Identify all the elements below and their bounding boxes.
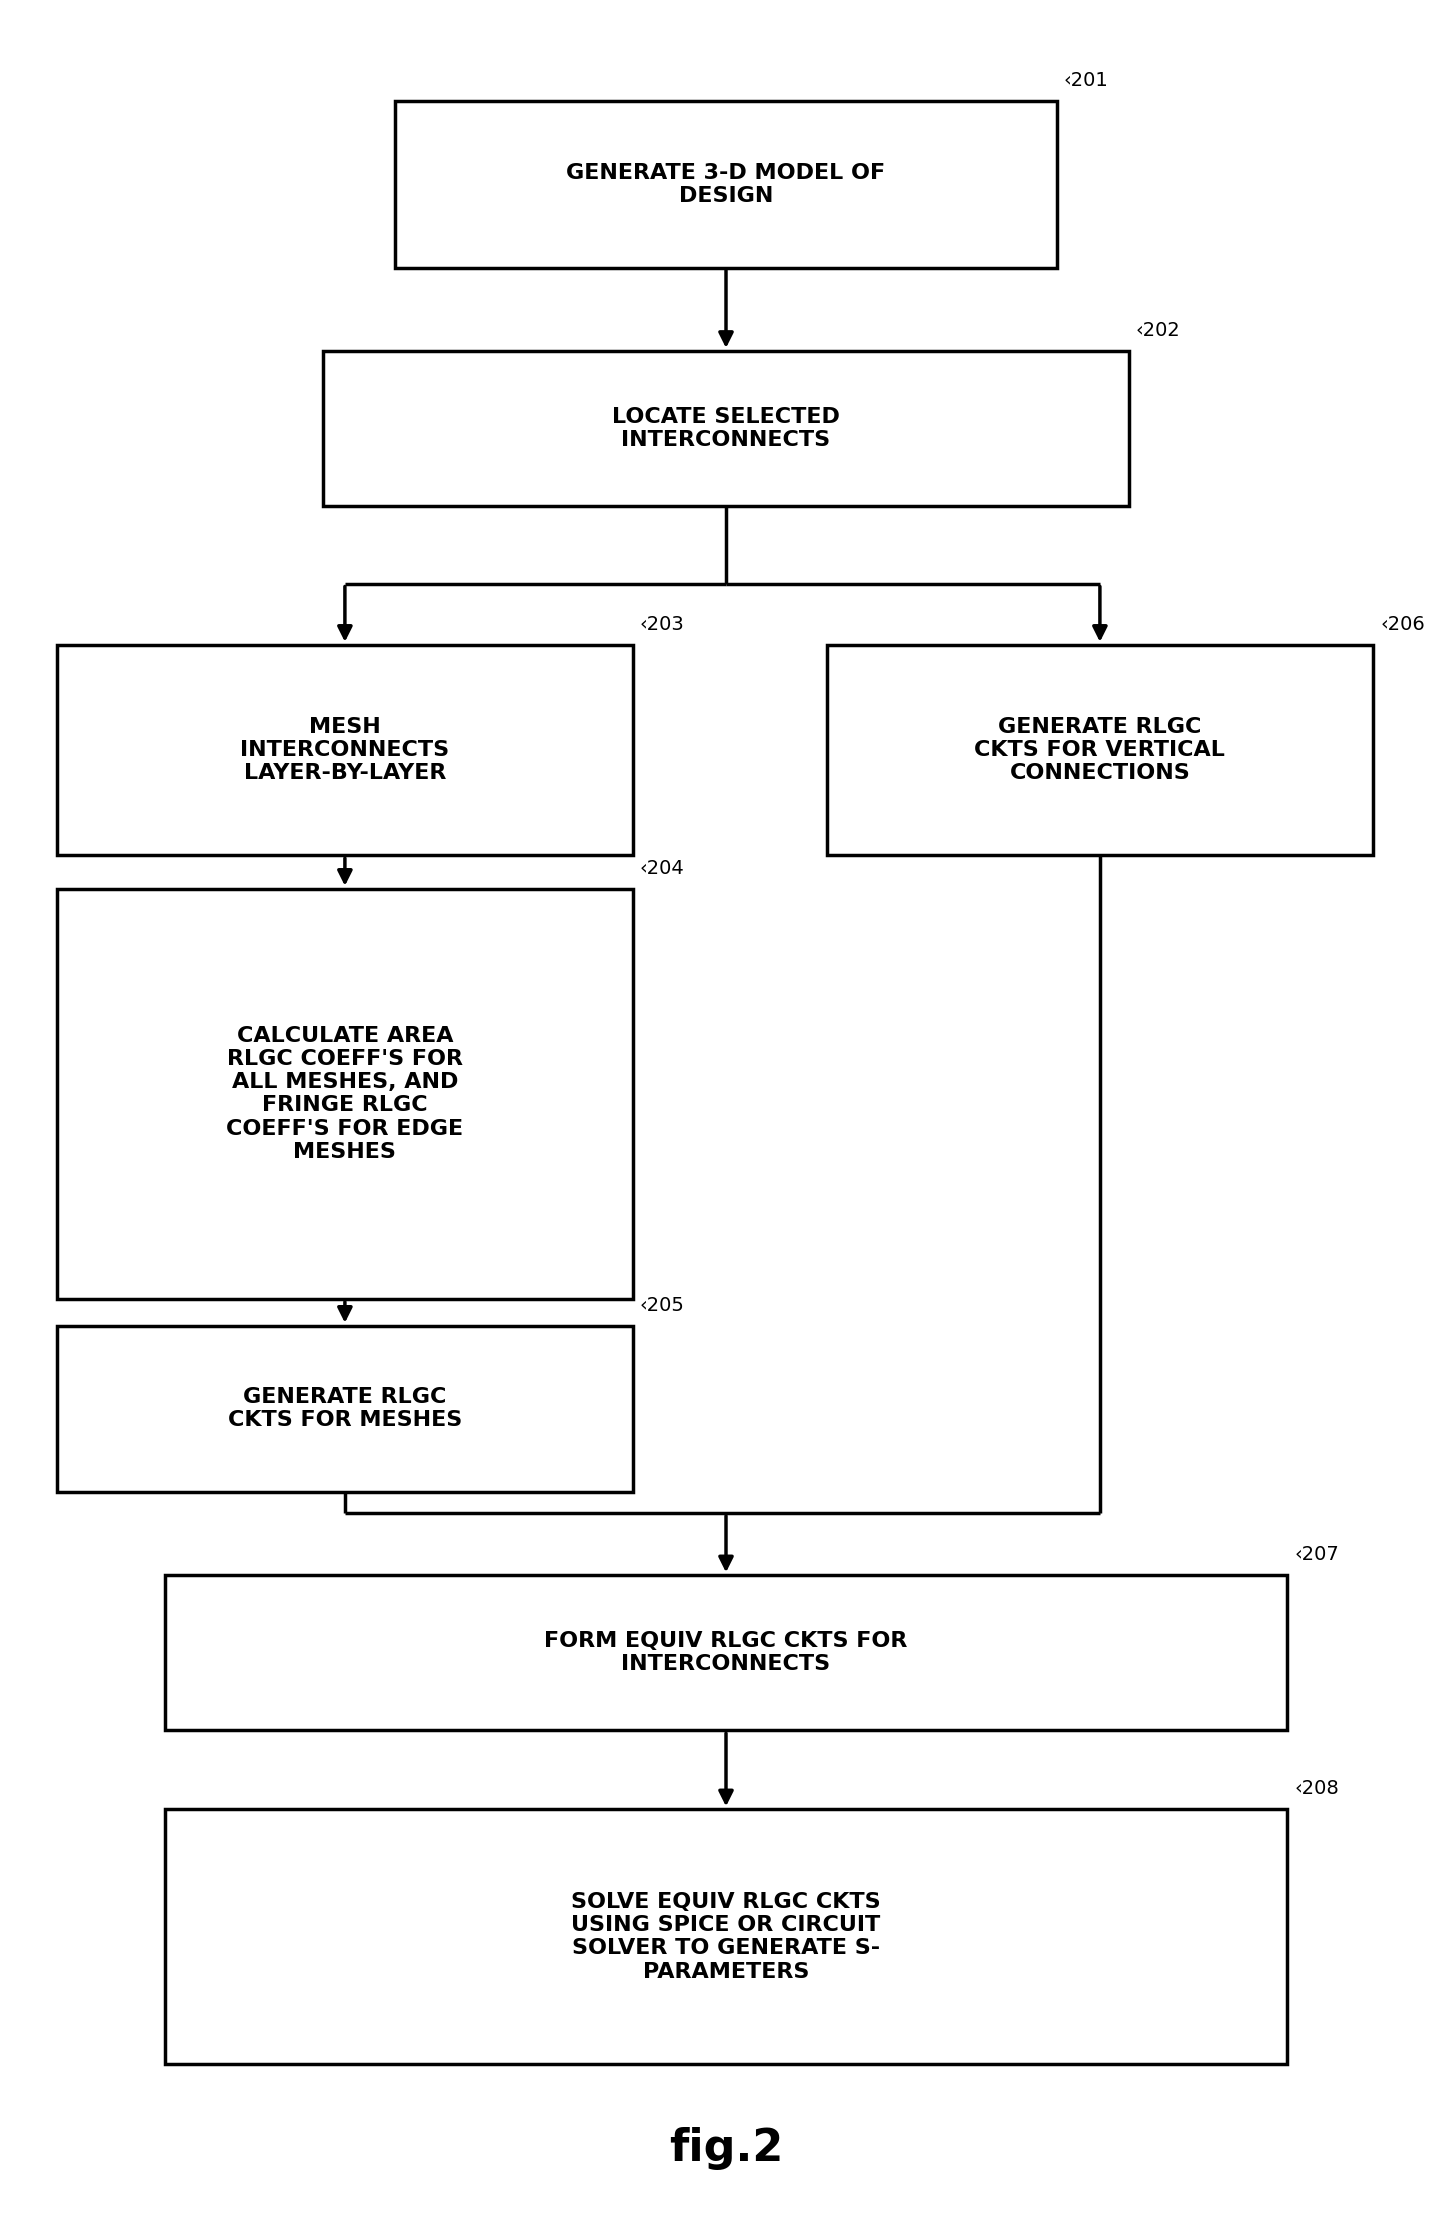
FancyBboxPatch shape bbox=[166, 1810, 1286, 2065]
Text: ‹204: ‹204 bbox=[640, 859, 684, 877]
Text: CALCULATE AREA
RLGC COEFF'S FOR
ALL MESHES, AND
FRINGE RLGC
COEFF'S FOR EDGE
MES: CALCULATE AREA RLGC COEFF'S FOR ALL MESH… bbox=[227, 1027, 463, 1163]
Text: LOCATE SELECTED
INTERCONNECTS: LOCATE SELECTED INTERCONNECTS bbox=[613, 406, 839, 451]
Text: ‹201: ‹201 bbox=[1064, 71, 1109, 89]
Text: ‹205: ‹205 bbox=[640, 1295, 684, 1315]
Text: ‹207: ‹207 bbox=[1294, 1545, 1339, 1565]
Text: FORM EQUIV RLGC CKTS FOR
INTERCONNECTS: FORM EQUIV RLGC CKTS FOR INTERCONNECTS bbox=[544, 1632, 908, 1674]
Text: ‹202: ‹202 bbox=[1135, 321, 1180, 339]
FancyBboxPatch shape bbox=[395, 100, 1057, 268]
Text: ‹206: ‹206 bbox=[1381, 614, 1424, 634]
FancyBboxPatch shape bbox=[166, 1576, 1286, 1730]
Text: fig.2: fig.2 bbox=[669, 2127, 783, 2170]
Text: MESH
INTERCONNECTS
LAYER-BY-LAYER: MESH INTERCONNECTS LAYER-BY-LAYER bbox=[241, 716, 450, 783]
Text: GENERATE RLGC
CKTS FOR MESHES: GENERATE RLGC CKTS FOR MESHES bbox=[228, 1388, 462, 1431]
FancyBboxPatch shape bbox=[57, 1326, 633, 1491]
Text: ‹203: ‹203 bbox=[640, 614, 684, 634]
Text: ‹208: ‹208 bbox=[1294, 1779, 1339, 1799]
FancyBboxPatch shape bbox=[57, 645, 633, 855]
FancyBboxPatch shape bbox=[826, 645, 1374, 855]
Text: GENERATE 3-D MODEL OF
DESIGN: GENERATE 3-D MODEL OF DESIGN bbox=[566, 163, 886, 205]
Text: GENERATE RLGC
CKTS FOR VERTICAL
CONNECTIONS: GENERATE RLGC CKTS FOR VERTICAL CONNECTI… bbox=[974, 716, 1225, 783]
Text: SOLVE EQUIV RLGC CKTS
USING SPICE OR CIRCUIT
SOLVER TO GENERATE S-
PARAMETERS: SOLVE EQUIV RLGC CKTS USING SPICE OR CIR… bbox=[571, 1893, 881, 1982]
FancyBboxPatch shape bbox=[57, 888, 633, 1299]
FancyBboxPatch shape bbox=[324, 350, 1128, 507]
